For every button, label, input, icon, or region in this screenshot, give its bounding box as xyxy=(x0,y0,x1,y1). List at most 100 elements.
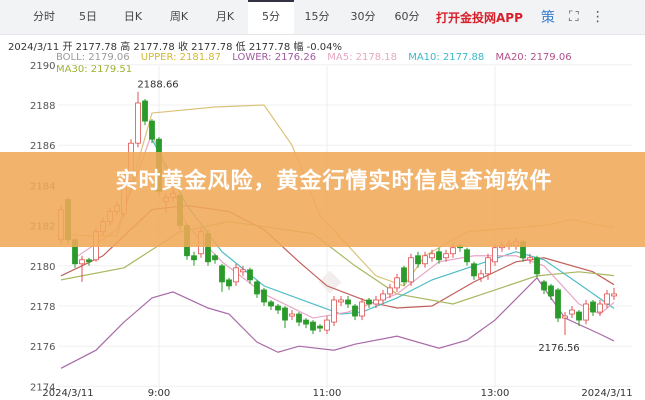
y-tick-label: 2180 xyxy=(30,262,55,273)
candle-body xyxy=(310,321,316,331)
candle-body xyxy=(233,267,239,283)
close-value: 2177.78 xyxy=(191,42,233,53)
y-tick-label: 2186 xyxy=(30,141,55,152)
candle-body xyxy=(576,311,582,321)
candle-body xyxy=(359,301,365,317)
candle-body xyxy=(268,301,274,307)
strategy-button[interactable]: 策 xyxy=(540,10,555,26)
tab-monthly-k[interactable]: 月K xyxy=(215,10,235,23)
candle-body xyxy=(569,309,575,315)
candle-body xyxy=(443,253,449,259)
candle-body xyxy=(555,289,561,319)
change-label: 幅 xyxy=(293,42,304,53)
candle-body xyxy=(324,319,330,331)
candle-body xyxy=(611,293,617,297)
low-value: 2177.78 xyxy=(248,42,291,53)
candle-body xyxy=(492,247,498,263)
candle-body xyxy=(135,102,141,144)
tab-15min[interactable]: 15分 xyxy=(304,10,330,23)
candle-body xyxy=(597,303,603,313)
ohlc-info: 2024/3/11 开 2177.78 高 2177.78 收 2177.78 … xyxy=(8,38,342,53)
candle-body xyxy=(303,319,309,325)
candle-body xyxy=(429,253,435,259)
tab-timeshare[interactable]: 分时 xyxy=(33,10,55,23)
candle-body xyxy=(527,257,533,261)
x-tick-label: 2024/3/11 xyxy=(42,388,93,399)
candle-body xyxy=(366,299,372,305)
candle-body xyxy=(604,293,610,305)
candle-body xyxy=(422,255,428,265)
candle-body xyxy=(471,263,477,277)
low-label: 低 xyxy=(235,42,246,53)
candle-body xyxy=(226,279,232,287)
candle-body xyxy=(282,307,288,321)
candle-body xyxy=(191,255,197,261)
candle-body xyxy=(534,257,540,275)
watermark: ◆ xyxy=(318,263,341,298)
fullscreen-icon[interactable]: ⛶ xyxy=(568,9,579,25)
legend-ma10: MA10: 2177.88 xyxy=(408,52,485,63)
change-value: -0.04% xyxy=(306,42,342,53)
candle-body xyxy=(86,259,92,263)
high-label: 高 xyxy=(120,42,131,53)
title-banner: 实时黄金风险，黄金行情实时信息查询软件 xyxy=(0,152,645,247)
legend-lower: LOWER: 2176.26 xyxy=(232,52,317,63)
tab-60min[interactable]: 60分 xyxy=(394,10,420,23)
candle-body xyxy=(345,299,351,305)
high-value: 2177.78 xyxy=(133,42,175,53)
open-app-link[interactable]: 打开金投网APP xyxy=(436,10,523,25)
tab-5day[interactable]: 5日 xyxy=(79,10,97,23)
y-tick-label: 2188 xyxy=(30,101,55,112)
legend-upper: UPPER: 2181.87 xyxy=(140,52,222,63)
y-tick-label: 2174 xyxy=(30,382,55,393)
y-tick-label: 2176 xyxy=(30,342,55,353)
tab-30min[interactable]: 30分 xyxy=(350,10,376,23)
candle-body xyxy=(352,305,358,317)
candle-body xyxy=(373,299,379,305)
tab-5min[interactable]: 5分 xyxy=(248,0,294,34)
candle-body xyxy=(562,315,568,319)
candle-body xyxy=(261,289,267,303)
candle-body xyxy=(79,259,85,265)
candle-body xyxy=(387,287,393,295)
legend-ma20: MA20: 2179.06 xyxy=(495,52,572,63)
candle-body xyxy=(289,313,295,317)
candle-body xyxy=(415,255,421,265)
candle-body xyxy=(247,269,253,281)
candle-body xyxy=(450,247,456,255)
candle-body xyxy=(254,281,260,295)
x-tick-label: 2024/3/11 xyxy=(581,388,632,399)
close-label: 收 xyxy=(177,42,188,53)
candle-body xyxy=(548,285,554,297)
legend-ma5: MA5: 2178.18 xyxy=(327,52,397,63)
candle-body xyxy=(142,100,148,122)
legend-boll: BOLL: 2179.06 xyxy=(56,52,130,63)
candle-body xyxy=(485,257,491,275)
candle-body xyxy=(149,120,155,140)
candle-body xyxy=(219,265,225,283)
open-value: 2177.78 xyxy=(75,42,118,53)
more-vertical-icon[interactable]: ⋮ xyxy=(590,9,605,25)
info-date: 2024/3/11 xyxy=(8,42,60,53)
line-lower xyxy=(60,276,615,369)
candle-body xyxy=(296,313,302,323)
legend-ma30: MA30: 2179.51 xyxy=(56,64,133,75)
banner-title: 实时黄金风险，黄金行情实时信息查询软件 xyxy=(115,169,553,194)
candle-body xyxy=(464,249,470,263)
candle-body xyxy=(240,269,246,273)
tab-daily-k[interactable]: 日K xyxy=(123,10,143,23)
x-tick-label: 11:00 xyxy=(313,388,342,399)
candle-body xyxy=(436,251,442,261)
candle-body xyxy=(331,299,337,323)
candle-body xyxy=(394,277,400,289)
candle-body xyxy=(380,293,386,301)
candle-body xyxy=(478,273,484,279)
y-tick-label: 2190 xyxy=(30,61,55,72)
tab-weekly-k[interactable]: 周K xyxy=(169,10,189,23)
candle-body xyxy=(275,305,281,311)
y-tick-label: 2178 xyxy=(30,302,55,313)
price-annotation: 2176.56 xyxy=(538,343,579,354)
candle-body xyxy=(317,325,323,329)
period-tabs: 分时 5日 日K 周K 月K 5分 15分 30分 60分 打开金投网APP 策… xyxy=(0,0,645,35)
candle-body xyxy=(408,257,414,283)
